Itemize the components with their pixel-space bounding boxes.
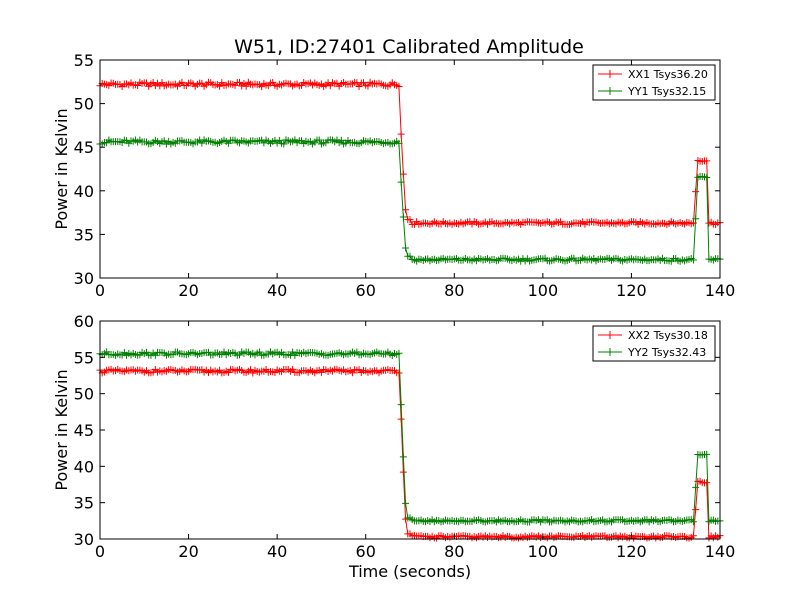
data-point-xx1 bbox=[143, 79, 150, 87]
bottom-y-tick-label: 55 bbox=[74, 348, 94, 367]
series-line-xx2 bbox=[99, 368, 721, 540]
top-x-tick-label: 80 bbox=[444, 281, 464, 300]
data-point-yy2 bbox=[703, 450, 711, 458]
series-line-yy2 bbox=[99, 351, 721, 523]
data-point-xx1 bbox=[406, 216, 414, 224]
data-point-yy1 bbox=[395, 139, 403, 147]
bottom-axes: 0 20 40 60 80 100 120 140 30 35 40 45 50 55 60 Power i… bbox=[52, 312, 735, 581]
top-x-tick-label: 100 bbox=[528, 281, 559, 300]
series-line-yy1 bbox=[99, 139, 721, 262]
data-point-xx2 bbox=[689, 532, 697, 540]
top-y-axis-label: Power in Kelvin bbox=[52, 108, 71, 229]
top-y-tick-label: 50 bbox=[74, 95, 94, 114]
data-point-xx1 bbox=[216, 82, 224, 90]
data-point-yy1 bbox=[337, 136, 345, 144]
bottom-x-tick-label: 80 bbox=[444, 542, 464, 561]
data-point-yy1 bbox=[397, 178, 405, 186]
data-point-yy1 bbox=[402, 244, 410, 252]
data-point-xx1 bbox=[397, 130, 405, 138]
top-x-tick-label: 140 bbox=[705, 281, 736, 300]
bottom-y-tick-label: 60 bbox=[74, 312, 94, 331]
series-markers-xx1 bbox=[96, 78, 724, 229]
data-point-yy2 bbox=[395, 349, 403, 357]
data-point-xx2 bbox=[397, 415, 405, 423]
bottom-x-tick-label: 40 bbox=[267, 542, 287, 561]
top-legend: XX1 Tsys36.20 YY1 Tsys32.15 bbox=[592, 64, 716, 101]
data-point-xx1 bbox=[692, 188, 700, 196]
top-x-tick-label: 40 bbox=[267, 281, 287, 300]
data-point-xx1 bbox=[395, 83, 403, 91]
top-y-tick-label: 55 bbox=[74, 51, 94, 70]
series-markers-yy1 bbox=[96, 136, 724, 265]
top-x-tick-label: 0 bbox=[95, 281, 105, 300]
data-point-xx2 bbox=[399, 468, 407, 476]
data-point-yy1 bbox=[315, 136, 323, 144]
bottom-legend: XX2 Tsys30.18 YY2 Tsys32.43 bbox=[592, 325, 716, 362]
bottom-y-tick-label: 50 bbox=[74, 385, 94, 404]
bottom-series-lines bbox=[96, 348, 724, 542]
bottom-x-axis-label: Time (seconds) bbox=[348, 562, 471, 581]
series-line-xx1 bbox=[99, 81, 721, 226]
top-y-tick-label: 35 bbox=[74, 225, 94, 244]
data-point-xx2 bbox=[395, 369, 403, 377]
bottom-y-tick-label: 30 bbox=[74, 530, 94, 549]
bottom-x-tick-label: 20 bbox=[178, 542, 198, 561]
top-y-tick-label: 45 bbox=[74, 138, 94, 157]
data-point-yy1 bbox=[689, 256, 697, 264]
top-x-tick-label: 20 bbox=[178, 281, 198, 300]
data-point-yy1 bbox=[280, 140, 288, 148]
bottom-x-tick-label: 120 bbox=[616, 542, 647, 561]
bottom-x-tick-label: 140 bbox=[705, 542, 736, 561]
top-legend-label-xx1: XX1 Tsys36.20 bbox=[628, 68, 708, 81]
top-y-tick-label: 30 bbox=[74, 269, 94, 288]
data-point-yy2 bbox=[399, 453, 407, 461]
data-point-xx1 bbox=[236, 78, 243, 86]
data-point-yy2 bbox=[689, 518, 697, 526]
bottom-legend-label-xx2: XX2 Tsys30.18 bbox=[628, 329, 708, 342]
top-legend-box bbox=[592, 64, 716, 101]
data-point-xx1 bbox=[364, 82, 372, 90]
bottom-legend-box bbox=[592, 325, 716, 362]
data-point-yy2 bbox=[402, 499, 410, 507]
top-series-lines bbox=[96, 78, 724, 265]
bottom-x-tick-label: 60 bbox=[356, 542, 376, 561]
top-y-tick-label: 40 bbox=[74, 182, 94, 201]
bottom-y-tick-label: 45 bbox=[74, 421, 94, 440]
top-axes-frame bbox=[99, 59, 721, 279]
top-legend-label-yy1: YY1 Tsys32.15 bbox=[627, 85, 706, 98]
bottom-ticks: 0 20 40 60 80 100 120 140 30 35 40 45 50 55 60 bbox=[74, 312, 736, 561]
bottom-y-tick-label: 40 bbox=[74, 457, 94, 476]
bottom-x-tick-label: 100 bbox=[528, 542, 559, 561]
bottom-y-axis-label: Power in Kelvin bbox=[52, 369, 71, 490]
top-x-tick-label: 120 bbox=[616, 281, 647, 300]
top-x-tick-label: 60 bbox=[356, 281, 376, 300]
chart-title: W51, ID:27401 Calibrated Amplitude bbox=[234, 36, 584, 58]
data-point-yy2 bbox=[692, 483, 700, 491]
bottom-legend-label-yy2: YY2 Tsys32.43 bbox=[627, 346, 706, 359]
data-point-yy1 bbox=[692, 215, 700, 223]
data-point-xx2 bbox=[703, 479, 711, 487]
data-point-xx2 bbox=[692, 506, 700, 514]
data-point-yy2 bbox=[397, 401, 405, 409]
data-point-yy1 bbox=[703, 174, 711, 182]
data-point-yy1 bbox=[399, 213, 407, 221]
bottom-y-tick-label: 35 bbox=[74, 494, 94, 513]
data-point-xx1 bbox=[242, 82, 250, 90]
top-axes: 0 20 40 60 80 100 120 140 30 35 40 45 50 55 Power in … bbox=[52, 51, 735, 300]
bottom-x-tick-label: 0 bbox=[95, 542, 105, 561]
series-markers-yy2 bbox=[96, 348, 724, 526]
top-ticks: 0 20 40 60 80 100 120 140 30 35 40 45 50 55 bbox=[74, 51, 736, 300]
data-point-xx1 bbox=[703, 157, 711, 165]
